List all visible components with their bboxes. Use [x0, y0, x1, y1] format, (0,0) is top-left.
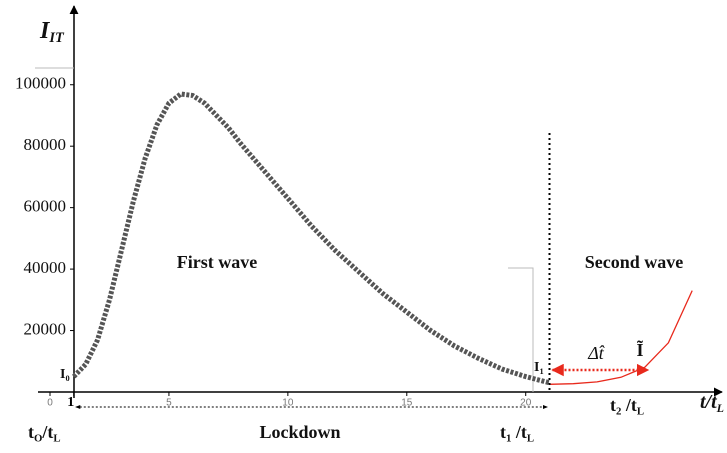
subscript: 2: [616, 406, 621, 418]
y-tick-label: 100000: [15, 74, 66, 93]
annotation: t1 /tL: [500, 422, 534, 445]
subscript: 1: [506, 433, 511, 445]
x-tick-label: 20: [520, 398, 532, 409]
y-tick-label: 60000: [24, 197, 67, 216]
text: I: [60, 367, 65, 382]
text: t: [28, 422, 34, 442]
guide: [508, 267, 534, 392]
subscript: L: [527, 433, 534, 445]
y-axis-label: IIT: [39, 18, 65, 47]
subscript: 1: [539, 367, 543, 376]
y-tick-label: 80000: [24, 135, 67, 154]
text: t: [500, 422, 506, 442]
text: I: [534, 360, 539, 375]
x-tick-label: 1: [67, 395, 74, 410]
text: t: [610, 395, 616, 415]
text: t/t: [700, 391, 718, 413]
annotation: Ĩ: [636, 339, 643, 360]
annotation: Δt̂: [587, 343, 605, 363]
y-tick-label: 40000: [24, 258, 67, 277]
annotation: I0: [60, 367, 70, 383]
annotation: I1: [534, 360, 544, 376]
x-tick-label: 15: [401, 398, 413, 409]
text: I: [39, 18, 51, 44]
text: /t: [621, 395, 637, 415]
subscript: L: [53, 433, 60, 445]
x-tick-label: 5: [166, 398, 172, 409]
annotation: tO/tL: [28, 422, 61, 445]
subscript: IT: [48, 30, 65, 46]
series-label: First wave: [177, 252, 257, 272]
line-series: [72, 91, 551, 386]
y-tick-label: 20000: [24, 319, 67, 338]
subscript: L: [716, 401, 724, 415]
subscript: O: [34, 433, 42, 445]
subscript: 0: [65, 374, 69, 383]
x-tick-label: 0: [47, 398, 53, 409]
x-tick-label: 10: [282, 398, 294, 409]
annotation: t2 /tL: [610, 395, 644, 418]
x-axis-label: t/tL: [700, 391, 724, 415]
line-series: [549, 290, 693, 385]
text: /t: [511, 422, 527, 442]
series-label: Second wave: [585, 252, 684, 272]
text: /t: [41, 422, 53, 442]
annotation: Lockdown: [259, 422, 340, 442]
subscript: L: [637, 406, 644, 418]
